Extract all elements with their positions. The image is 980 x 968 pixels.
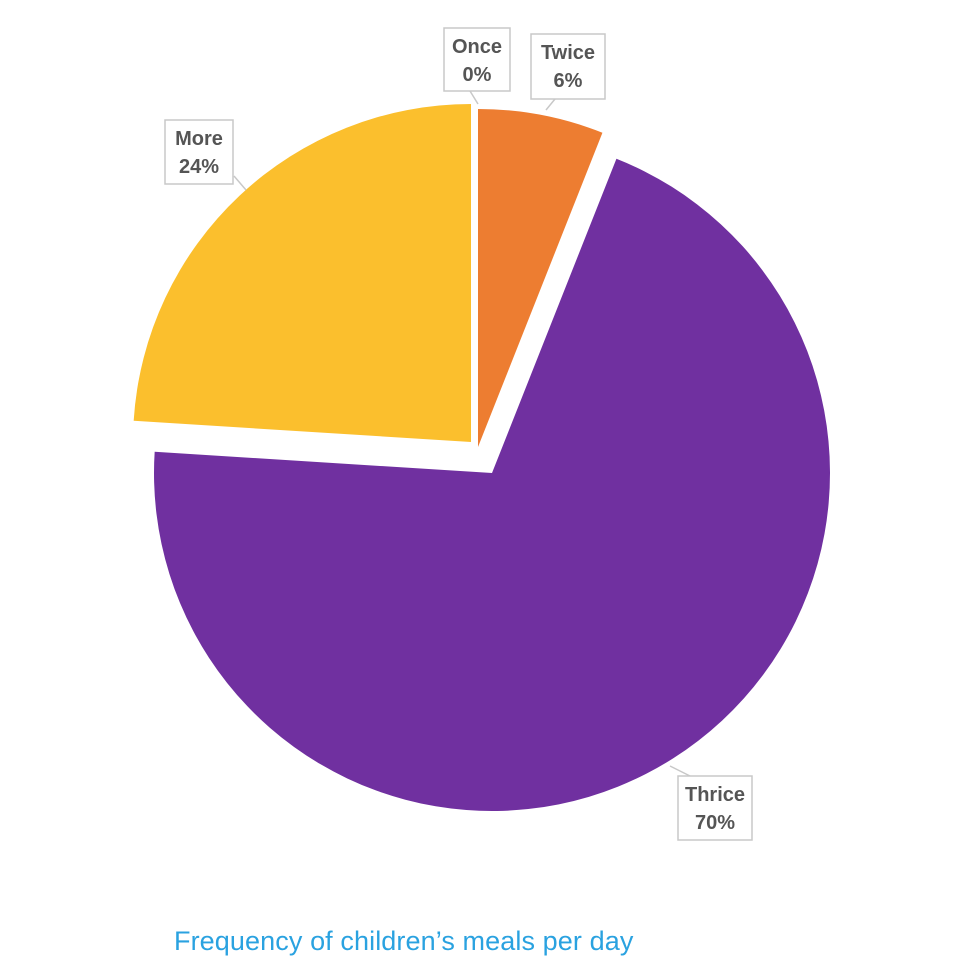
data-label-twice: Twice 6% [530,33,606,111]
label-percent-once: 0% [463,64,492,86]
pie-slice-thrice [154,158,831,812]
label-percent-more: 24% [179,156,219,178]
label-category-more: More [175,128,223,150]
pie-slice-more [133,104,472,442]
data-label-thrice: Thrice 70% [669,765,753,841]
pie-slice-twice [478,109,603,447]
label-leader-thrice [669,765,691,777]
data-label-more: More 24% [164,119,247,191]
label-leader-more [233,175,247,191]
label-box-more [164,119,234,185]
label-category-thrice: Thrice [685,784,745,806]
label-category-twice: Twice [541,42,595,64]
label-box-twice [530,33,606,100]
label-leader-twice [545,98,556,111]
label-leader-once [469,90,479,105]
label-category-once: Once [452,36,502,58]
label-box-thrice [677,775,753,841]
label-box-once [443,27,511,92]
chart-title: Frequency of children’s meals per day [174,926,634,956]
label-percent-twice: 6% [554,70,583,92]
label-percent-thrice: 70% [695,812,735,834]
data-label-once: Once 0% [443,27,511,105]
